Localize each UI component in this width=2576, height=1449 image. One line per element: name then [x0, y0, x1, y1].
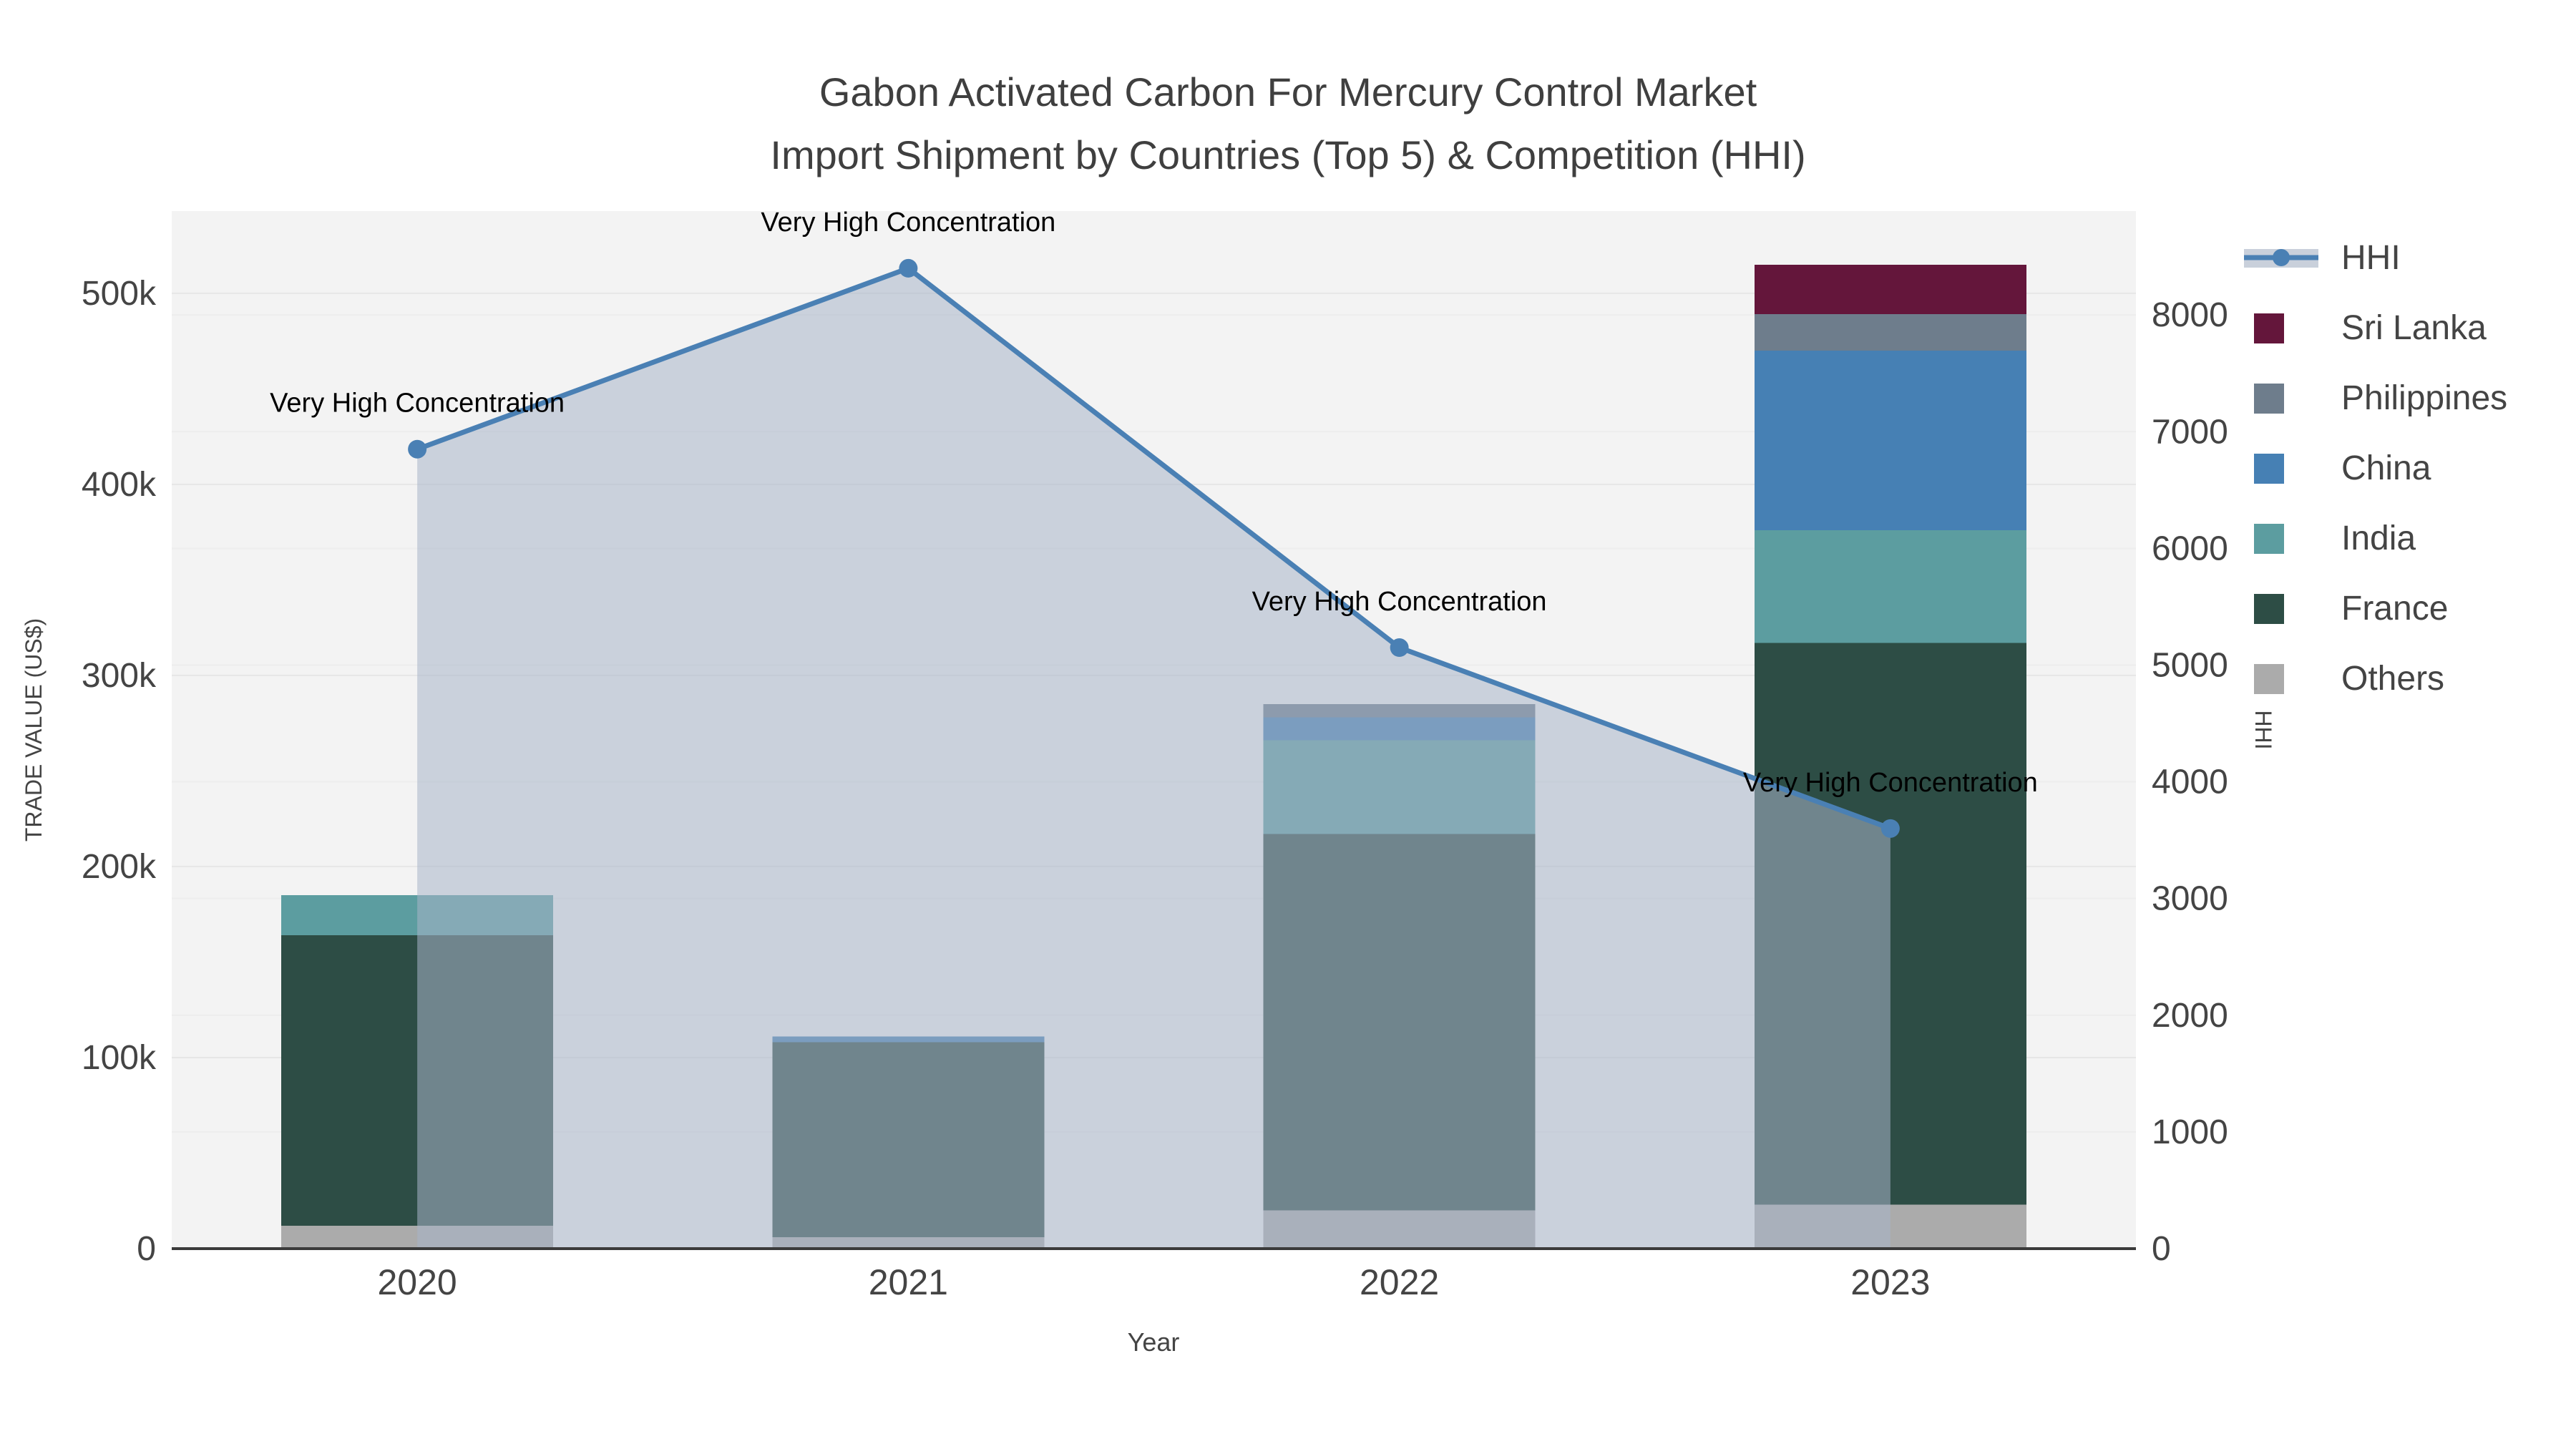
hhi-point-2021[interactable] [899, 258, 918, 278]
legend-item-hhi[interactable]: HHI [2244, 239, 2401, 277]
y-left-tick-label: 0 [137, 1230, 156, 1268]
legend-item-france[interactable]: France [2254, 590, 2448, 628]
y-right-tick-label: 7000 [2152, 413, 2228, 451]
x-tick-label-2021: 2021 [869, 1262, 948, 1302]
legend-color-swatch [2254, 524, 2284, 554]
y-right-tick-label: 4000 [2152, 763, 2228, 801]
annotation-2022: Very High Concentration [1252, 587, 1547, 617]
annotations: Very High Concentration Very High Concent… [270, 208, 2038, 798]
legend-label: France [2341, 590, 2448, 628]
legend-color-swatch [2254, 664, 2284, 694]
x-tick-label-2023: 2023 [1850, 1262, 1930, 1302]
legend-label: Sri Lanka [2341, 309, 2487, 347]
y-left-tick-label: 500k [82, 275, 157, 313]
y-left-axis-title: TRADE VALUE (US$) [21, 618, 47, 841]
y-right-tick-label: 2000 [2152, 997, 2228, 1035]
y-right-tick-label: 8000 [2152, 296, 2228, 334]
hhi-point-2022[interactable] [1390, 638, 1409, 658]
legend-label: Others [2341, 660, 2444, 698]
y-right-axis-title: HHI [2250, 710, 2276, 749]
y-right-tick-label: 0 [2152, 1230, 2171, 1268]
hhi-area [417, 268, 1890, 1249]
bar-philippines-2023[interactable] [1754, 314, 2026, 351]
y-right-tick-label: 3000 [2152, 880, 2228, 918]
annotation-2020: Very High Concentration [270, 389, 565, 419]
legend-item-sri-lanka[interactable]: Sri Lanka [2254, 309, 2487, 347]
chart-title-line2: Import Shipment by Countries (Top 5) & C… [770, 132, 1805, 177]
axis-tick-labels: 0 100k 200k 300k 400k 500k 0 1000 2000 3000 4000 50… [82, 275, 2228, 1302]
bar-india-2023[interactable] [1754, 530, 2026, 643]
legend-color-swatch [2254, 313, 2284, 343]
annotation-2023: Very High Concentration [1743, 768, 2038, 798]
legend: HHI Sri Lanka Philippines China India France O… [2244, 239, 2507, 698]
legend-label: HHI [2341, 239, 2401, 277]
legend-item-others[interactable]: Others [2254, 660, 2444, 698]
bar-sri-lanka-2023[interactable] [1754, 264, 2026, 315]
legend-hhi-marker-icon [2273, 249, 2290, 266]
x-axis-title: Year [1128, 1327, 1180, 1357]
legend-color-swatch [2254, 384, 2284, 414]
x-tick-label-2020: 2020 [378, 1262, 457, 1302]
legend-color-swatch [2254, 454, 2284, 484]
annotation-2021: Very High Concentration [761, 208, 1055, 238]
legend-label: China [2341, 449, 2431, 487]
hhi-area-fill [417, 268, 1890, 1249]
legend-label: Philippines [2341, 379, 2507, 417]
y-right-tick-label: 1000 [2152, 1113, 2228, 1151]
hhi-line-series [408, 258, 1900, 838]
legend-color-swatch [2254, 594, 2284, 624]
legend-label: India [2341, 519, 2416, 557]
hhi-point-2020[interactable] [408, 439, 427, 459]
hhi-line [416, 265, 1892, 831]
y-right-tick-label: 5000 [2152, 646, 2228, 684]
x-tick-label-2022: 2022 [1360, 1262, 1439, 1302]
y-left-tick-label: 300k [82, 657, 157, 695]
legend-item-china[interactable]: China [2254, 449, 2431, 487]
legend-item-india[interactable]: India [2254, 519, 2416, 557]
hhi-point-2023[interactable] [1880, 819, 1900, 838]
bar-china-2023[interactable] [1754, 350, 2026, 530]
y-left-tick-label: 400k [82, 466, 157, 504]
y-right-tick-label: 6000 [2152, 530, 2228, 567]
y-left-tick-label: 200k [82, 848, 157, 886]
y-left-tick-label: 100k [82, 1039, 157, 1077]
chart-title-line1: Gabon Activated Carbon For Mercury Contr… [819, 69, 1757, 114]
legend-item-philippines[interactable]: Philippines [2254, 379, 2507, 417]
